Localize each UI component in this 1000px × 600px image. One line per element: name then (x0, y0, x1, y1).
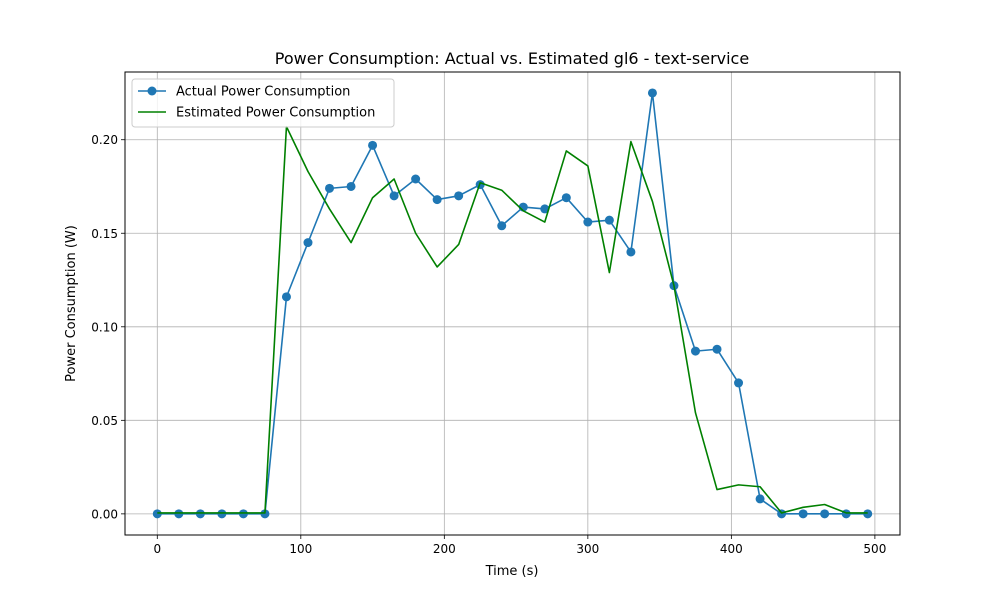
data-point-actual (454, 191, 464, 201)
y-axis-label: Power Consumption (W) (64, 225, 79, 382)
data-point-actual (540, 204, 550, 214)
data-point-actual (303, 238, 313, 248)
series-line-estimated (157, 125, 868, 514)
data-point-actual (690, 346, 700, 356)
x-axis-ticks: 0 100 200 300 400 500 (153, 535, 886, 556)
data-point-actual (734, 378, 744, 388)
series-line-actual (157, 92, 868, 515)
legend-label-actual: Actual Power Consumption (176, 85, 350, 100)
data-point-actual (841, 509, 851, 519)
data-point-actual (174, 509, 184, 519)
data-point-actual (604, 215, 614, 225)
data-point-actual (411, 174, 421, 184)
x-tick-label: 300 (576, 542, 599, 556)
data-point-actual (389, 191, 399, 201)
y-axis-ticks: 0.00 0.05 0.10 0.15 0.20 (91, 133, 125, 521)
data-point-actual (798, 509, 808, 519)
y-tick-label: 0.00 (91, 507, 118, 521)
grid-lines (125, 72, 900, 535)
data-point-actual (755, 494, 765, 504)
x-tick-label: 200 (433, 542, 456, 556)
data-point-actual (820, 509, 830, 519)
plot-frame (124, 71, 901, 536)
data-point-actual (647, 88, 657, 98)
y-tick-label: 0.20 (91, 133, 118, 147)
x-tick-label: 400 (720, 542, 743, 556)
legend-label-estimated: Estimated Power Consumption (176, 106, 375, 121)
data-point-actual (281, 292, 291, 302)
data-point-actual (432, 195, 442, 205)
data-point-actual (217, 509, 227, 519)
data-point-actual (368, 140, 378, 150)
data-point-actual (626, 247, 636, 257)
series-layer (152, 88, 873, 519)
data-point-actual (712, 344, 722, 354)
data-point-actual (561, 193, 571, 203)
legend-marker-actual (147, 86, 157, 96)
x-tick-label: 0 (153, 542, 161, 556)
legend: Actual Power Consumption Estimated Power… (131, 78, 395, 128)
data-point-actual (238, 509, 248, 519)
legend-box (131, 78, 395, 128)
x-axis-label: Time (s) (485, 564, 539, 579)
data-point-actual (346, 181, 356, 191)
data-point-actual (325, 183, 335, 193)
data-point-actual (583, 217, 593, 227)
chart-title: Power Consumption: Actual vs. Estimated … (275, 49, 749, 68)
data-point-actual (863, 509, 873, 519)
y-tick-label: 0.15 (91, 227, 118, 241)
data-point-actual (195, 509, 205, 519)
y-tick-label: 0.10 (91, 320, 118, 334)
y-tick-label: 0.05 (91, 414, 118, 428)
data-point-actual (260, 509, 270, 519)
data-point-actual (152, 509, 162, 519)
data-point-actual (777, 509, 787, 519)
x-tick-label: 500 (863, 542, 886, 556)
data-point-actual (497, 221, 507, 231)
x-tick-label: 100 (289, 542, 312, 556)
